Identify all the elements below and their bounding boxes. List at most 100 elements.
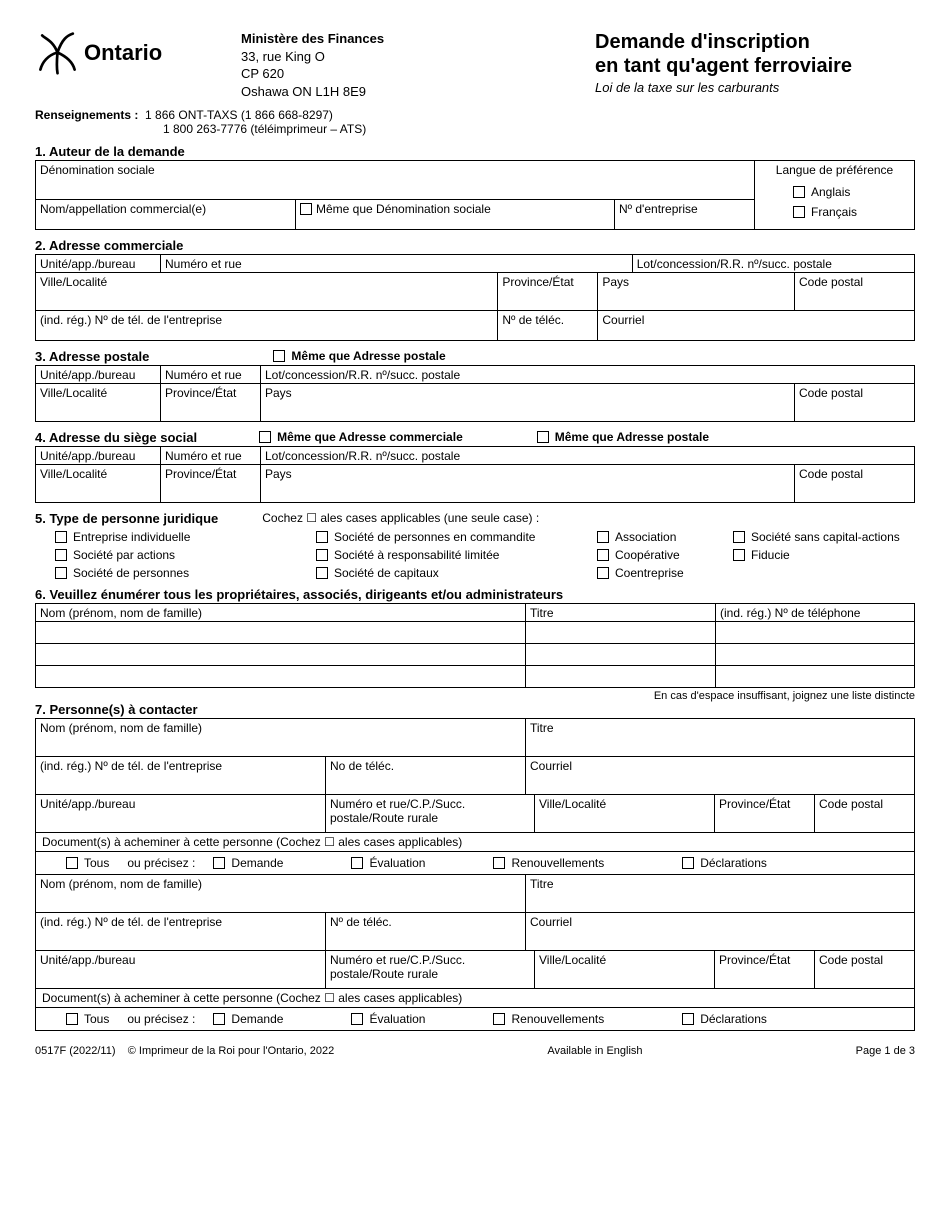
section2-table: Unité/app./bureau Numéro et rue Lot/conc… bbox=[35, 254, 915, 341]
s6-r2-name[interactable] bbox=[36, 643, 526, 665]
s4-same-mail-checkbox[interactable]: Même que Adresse postale bbox=[537, 430, 709, 444]
s6-r1-name[interactable] bbox=[36, 621, 526, 643]
s7c1-decl[interactable]: Déclarations bbox=[682, 856, 767, 870]
s7c2-eval[interactable]: Évaluation bbox=[351, 1012, 425, 1026]
s7c2-prov[interactable]: Province/État bbox=[715, 951, 815, 989]
section6-head: 6. Veuillez énumérer tous les propriétai… bbox=[35, 587, 915, 603]
s7c1-doc-instr: Document(s) à acheminer à cette personne… bbox=[35, 833, 915, 852]
same-as-legal-checkbox[interactable]: Même que Dénomination sociale bbox=[296, 199, 615, 229]
s2-country[interactable]: Pays bbox=[598, 272, 795, 310]
s7c1-unit[interactable]: Unité/app./bureau bbox=[36, 794, 326, 832]
s7c1-all[interactable]: Tous bbox=[66, 856, 109, 870]
s4-unit[interactable]: Unité/app./bureau bbox=[36, 446, 161, 464]
bn-field[interactable]: Nº d'entreprise bbox=[615, 199, 755, 229]
s7c2-doc-row: Tous ou précisez : Demande Évaluation Re… bbox=[35, 1008, 915, 1031]
s6-r1-tel[interactable] bbox=[716, 621, 915, 643]
s2-biztel[interactable]: (ind. rég.) Nº de tél. de l'entreprise bbox=[36, 310, 498, 340]
s6-r3-tel[interactable] bbox=[716, 665, 915, 687]
s6-r3-title[interactable] bbox=[526, 665, 716, 687]
opt-nonshare[interactable]: Société sans capital-actions bbox=[733, 530, 900, 544]
opt-jv[interactable]: Coentreprise bbox=[597, 566, 684, 580]
ontario-wordmark: Ontario bbox=[84, 40, 162, 66]
document-title-block: Demande d'inscription en tant qu'agent f… bbox=[595, 30, 915, 95]
s7c1-eval[interactable]: Évaluation bbox=[351, 856, 425, 870]
opt-llp[interactable]: Société à responsabilité limitée bbox=[316, 548, 581, 562]
s2-street[interactable]: Numéro et rue bbox=[161, 254, 633, 272]
s7c1-demand[interactable]: Demande bbox=[213, 856, 283, 870]
s7c2-decl[interactable]: Déclarations bbox=[682, 1012, 767, 1026]
s7c1-street[interactable]: Numéro et rue/C.P./Succ. postale/Route r… bbox=[326, 794, 535, 832]
s7c2-fax[interactable]: Nº de téléc. bbox=[326, 913, 526, 951]
s7c2-postal[interactable]: Code postal bbox=[815, 951, 915, 989]
opt-part[interactable]: Société de personnes bbox=[55, 566, 300, 580]
s7c2-email[interactable]: Courriel bbox=[526, 913, 915, 951]
s7c1-renew[interactable]: Renouvellements bbox=[493, 856, 604, 870]
s7c2-biztel[interactable]: (ind. rég.) Nº de tél. de l'entreprise bbox=[36, 913, 326, 951]
s7c2-all[interactable]: Tous bbox=[66, 1012, 109, 1026]
s7c1-title[interactable]: Titre bbox=[526, 718, 915, 756]
s7c1-postal[interactable]: Code postal bbox=[815, 794, 915, 832]
s2-postal[interactable]: Code postal bbox=[795, 272, 915, 310]
lang-english-checkbox[interactable]: Anglais bbox=[759, 185, 910, 199]
s4-city[interactable]: Ville/Localité bbox=[36, 464, 161, 502]
s4-postal[interactable]: Code postal bbox=[795, 464, 915, 502]
s2-prov[interactable]: Province/État bbox=[498, 272, 598, 310]
s7c1-email[interactable]: Courriel bbox=[526, 756, 915, 794]
s3-lot[interactable]: Lot/concession/R.R. nº/succ. postale bbox=[261, 365, 915, 383]
s6-name-h: Nom (prénom, nom de famille) bbox=[36, 603, 526, 621]
s7c2-city[interactable]: Ville/Localité bbox=[535, 951, 715, 989]
section5-head: 5. Type de personne juridique Cochez ☐ a… bbox=[35, 511, 915, 527]
section2-head: 2. Adresse commerciale bbox=[35, 238, 915, 254]
s2-fax[interactable]: Nº de téléc. bbox=[498, 310, 598, 340]
s3-street[interactable]: Numéro et rue bbox=[161, 365, 261, 383]
s6-tel-h: (ind. rég.) Nº de téléphone bbox=[716, 603, 915, 621]
s4-country[interactable]: Pays bbox=[261, 464, 795, 502]
opt-trust[interactable]: Fiducie bbox=[733, 548, 790, 562]
lang-french-checkbox[interactable]: Français bbox=[759, 205, 910, 219]
s2-lot[interactable]: Lot/concession/R.R. nº/succ. postale bbox=[632, 254, 914, 272]
s2-email[interactable]: Courriel bbox=[598, 310, 915, 340]
s2-unit[interactable]: Unité/app./bureau bbox=[36, 254, 161, 272]
section3-head: 3. Adresse postale Même que Adresse post… bbox=[35, 349, 915, 365]
opt-coop[interactable]: Coopérative bbox=[597, 548, 717, 562]
s7c2-unit[interactable]: Unité/app./bureau bbox=[36, 951, 326, 989]
s3-postal[interactable]: Code postal bbox=[795, 383, 915, 421]
trade-name-field[interactable]: Nom/appellation commercial(e) bbox=[36, 199, 296, 229]
s7c2-demand[interactable]: Demande bbox=[213, 1012, 283, 1026]
s4-lot[interactable]: Lot/concession/R.R. nº/succ. postale bbox=[261, 446, 915, 464]
s7c1-prov[interactable]: Province/État bbox=[715, 794, 815, 832]
opt-sole[interactable]: Entreprise individuelle bbox=[55, 530, 300, 544]
s3-same-checkbox[interactable]: Même que Adresse postale bbox=[273, 349, 445, 363]
section1-table: Dénomination sociale Langue de préférenc… bbox=[35, 161, 915, 230]
info-phones: Renseignements : 1 866 ONT-TAXS (1 866 6… bbox=[35, 108, 915, 136]
s7c1-biztel[interactable]: (ind. rég.) Nº de tél. de l'entreprise bbox=[36, 756, 326, 794]
s7c1-name[interactable]: Nom (prénom, nom de famille) bbox=[36, 718, 526, 756]
s3-unit[interactable]: Unité/app./bureau bbox=[36, 365, 161, 383]
legal-name-field[interactable]: Dénomination sociale bbox=[36, 161, 755, 199]
s3-country[interactable]: Pays bbox=[261, 383, 795, 421]
s4-same-biz-checkbox[interactable]: Même que Adresse commerciale bbox=[259, 430, 463, 444]
s4-prov[interactable]: Province/État bbox=[161, 464, 261, 502]
s7c2-title[interactable]: Titre bbox=[526, 875, 915, 913]
opt-cap[interactable]: Société de capitaux bbox=[316, 566, 581, 580]
s7c1-fax[interactable]: No de téléc. bbox=[326, 756, 526, 794]
ontario-logo: Ontario bbox=[35, 30, 235, 75]
opt-corp[interactable]: Société par actions bbox=[55, 548, 300, 562]
s6-r2-title[interactable] bbox=[526, 643, 716, 665]
section7-head: 7. Personne(s) à contacter bbox=[35, 702, 915, 718]
s6-r1-title[interactable] bbox=[526, 621, 716, 643]
s3-prov[interactable]: Province/État bbox=[161, 383, 261, 421]
s2-city[interactable]: Ville/Localité bbox=[36, 272, 498, 310]
s4-street[interactable]: Numéro et rue bbox=[161, 446, 261, 464]
opt-lp[interactable]: Société de personnes en commandite bbox=[316, 530, 581, 544]
s7c2-renew[interactable]: Renouvellements bbox=[493, 1012, 604, 1026]
s7c1-city[interactable]: Ville/Localité bbox=[535, 794, 715, 832]
s6-r2-tel[interactable] bbox=[716, 643, 915, 665]
s7c2-or: ou précisez : bbox=[127, 1012, 195, 1026]
s7c2-street[interactable]: Numéro et rue/C.P./Succ. postale/Route r… bbox=[326, 951, 535, 989]
s3-city[interactable]: Ville/Localité bbox=[36, 383, 161, 421]
opt-assoc[interactable]: Association bbox=[597, 530, 717, 544]
trillium-icon bbox=[35, 30, 80, 75]
s7c2-name[interactable]: Nom (prénom, nom de famille) bbox=[36, 875, 526, 913]
s6-r3-name[interactable] bbox=[36, 665, 526, 687]
